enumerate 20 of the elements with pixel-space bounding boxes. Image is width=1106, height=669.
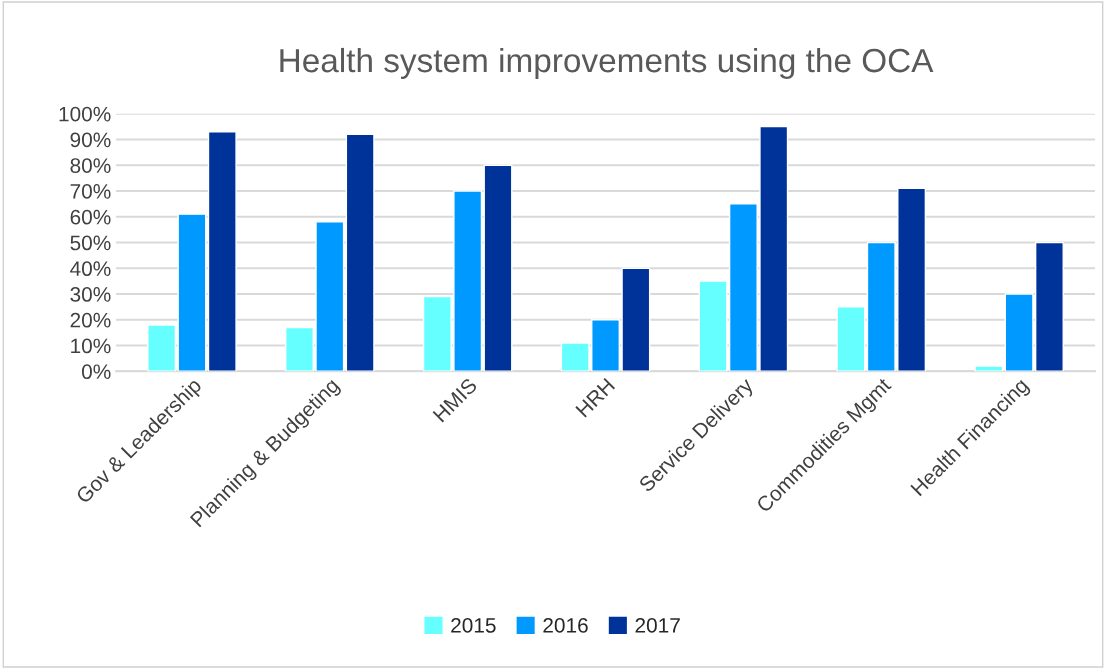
y-tick-label: 10% xyxy=(71,338,111,354)
bar xyxy=(207,131,237,372)
legend-label: 2016 xyxy=(543,618,588,633)
y-tick-label: 100% xyxy=(59,106,111,122)
chart-title: Health system improvements using the OCA xyxy=(280,47,934,79)
y-tick-label: 40% xyxy=(70,261,111,277)
y-tick-label: 80% xyxy=(70,158,111,173)
y-tick-label: 50% xyxy=(70,235,111,251)
bar xyxy=(974,365,1004,372)
y-tick-label: 70% xyxy=(70,184,111,199)
y-tick-label: 0% xyxy=(81,364,111,380)
y-tick-label: 30% xyxy=(70,287,111,302)
legend-label: 2015 xyxy=(451,618,496,633)
bar xyxy=(483,164,513,372)
legend-label: 2017 xyxy=(635,618,680,633)
y-tick-label: 90% xyxy=(70,132,111,148)
bar xyxy=(836,306,866,372)
y-tick-label: 20% xyxy=(70,312,111,328)
y-tick-label: 60% xyxy=(70,209,111,225)
bar xyxy=(345,133,375,372)
